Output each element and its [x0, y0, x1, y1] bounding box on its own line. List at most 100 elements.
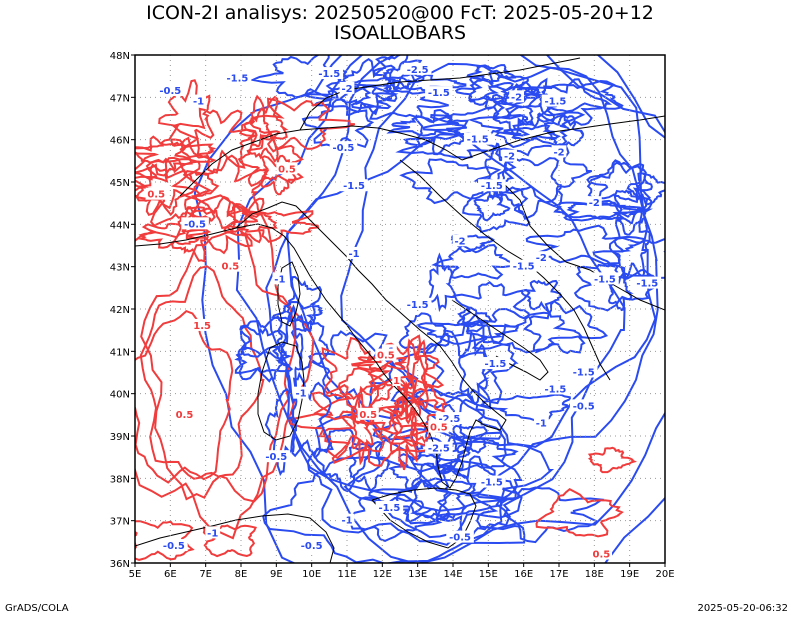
contour-label: -2	[536, 253, 547, 264]
contour-label-bg	[181, 217, 209, 230]
border-alps	[179, 125, 463, 197]
contour-label: 0.5	[359, 410, 377, 421]
tick-label-lat: 48N	[110, 51, 130, 62]
contour-label-bg	[272, 272, 288, 285]
isoallobar-contour	[414, 108, 470, 156]
contour-label: -2	[504, 152, 515, 163]
contour-label-bg	[375, 348, 397, 361]
contour-label-bg	[463, 132, 492, 145]
isoallobar-contour	[587, 446, 638, 474]
isoallobar-contour	[553, 201, 648, 222]
isoallobar-contour	[135, 135, 193, 177]
contour-label-bg	[428, 420, 450, 433]
coastline-italy	[234, 201, 507, 489]
contour-label: -1.5	[481, 181, 503, 192]
contour-label: -2	[589, 198, 600, 209]
isoallobar-contour	[235, 55, 665, 563]
isoallobar-contour	[313, 367, 418, 435]
contour-label-bg	[425, 86, 453, 99]
isoallobar-contour	[467, 104, 586, 149]
contour-label-bg	[276, 162, 298, 175]
coastline-sardinia	[257, 341, 305, 441]
isoallobar-contour	[135, 138, 217, 164]
contour-label: -2	[511, 92, 522, 103]
tick-label-lon: 18E	[585, 569, 604, 580]
contour-label: -1.5	[513, 262, 535, 273]
contour-label-bg	[481, 357, 510, 370]
contour-label-bg	[340, 179, 368, 192]
contour-label-bg	[357, 407, 379, 420]
isoallobar-contour	[182, 154, 270, 233]
contour-label: -0.5	[265, 452, 287, 463]
contour-label-bg	[205, 526, 221, 539]
tick-label-lat: 43N	[110, 263, 130, 274]
contour-label-bg	[509, 259, 538, 272]
contour-label-bg	[297, 539, 326, 552]
border-balkan	[499, 179, 665, 311]
isoallobar-contour	[592, 236, 665, 280]
contour-label-bg	[339, 81, 355, 94]
tick-label-lat: 46N	[110, 136, 130, 147]
contour-label: -1.5	[484, 359, 506, 370]
contour-label: 1.5	[193, 321, 211, 332]
isoallobar-contour	[139, 265, 265, 480]
tick-label-lat: 45N	[110, 178, 130, 189]
isoallobar-contour	[462, 177, 531, 234]
tick-label-lat: 47N	[110, 93, 130, 104]
contour-label-bg	[590, 547, 612, 560]
isoallobar-contour	[478, 393, 571, 422]
contour-label-bg	[262, 450, 291, 463]
contour-label-bg	[478, 475, 506, 488]
contour-label-bg	[452, 234, 468, 247]
tick-label-lat: 40N	[110, 390, 130, 401]
isoallobar-contour	[473, 194, 511, 222]
isoallobar-contour	[465, 64, 517, 83]
contour-label-bg	[633, 276, 662, 289]
contour-label-bg	[569, 365, 598, 378]
contour-label-bg	[586, 196, 602, 209]
isoallobar-contour	[249, 55, 349, 99]
footer-timestamp: 2025-05-20-06:32	[697, 603, 788, 614]
contour-label: -1.5	[378, 503, 400, 514]
isoallobar-contour	[423, 312, 519, 405]
contour-label-bg	[533, 416, 549, 429]
contour-label-bg	[375, 500, 404, 513]
isoallobar-contour	[237, 325, 287, 383]
tick-label-lon: 12E	[373, 569, 392, 580]
contour-label: -2	[455, 236, 466, 247]
isoallobar-contour	[343, 428, 523, 539]
contour-label-bg	[160, 539, 188, 552]
isoallobar-contour	[202, 524, 258, 558]
tick-label-lon: 15E	[479, 569, 498, 580]
contour-label-bg	[223, 71, 252, 84]
contour-label-bg	[346, 246, 362, 259]
tick-label-lon: 7E	[199, 569, 212, 580]
isoallobar-contour	[171, 107, 258, 174]
contour-layer	[135, 55, 665, 563]
contour-label: -2.5	[428, 444, 450, 455]
tick-label-lon: 5E	[129, 569, 142, 580]
isoallobar-contour	[290, 371, 332, 459]
contour-label: 0.5	[430, 423, 448, 434]
contour-label: -1.5	[573, 368, 595, 379]
contour-label-bg	[293, 386, 309, 399]
contour-label: -1	[349, 249, 360, 260]
coastline-africa	[135, 513, 335, 563]
contour-label: -1.5	[594, 274, 616, 285]
contour-label-bg	[509, 90, 524, 103]
contour-label-bg	[541, 382, 570, 395]
contour-label: 0.5	[593, 550, 611, 561]
isoallobar-contour	[135, 520, 195, 561]
contour-label: 0.5	[176, 410, 194, 421]
contour-label: -2	[553, 147, 564, 158]
tick-label-lon: 8E	[235, 569, 248, 580]
contour-label-bg	[425, 441, 453, 454]
axis-tick-labels: 5E 6E 7E 8E 9E 10E 11E 12E 13E 14E 15E 16E 17E 18E 19E…	[110, 51, 675, 580]
contour-label-bg	[156, 83, 185, 96]
contour-label: -1.5	[407, 300, 429, 311]
contour-label-layer: -1.5-0.5-1-1.5 -2.5-2 -1.5-1.5-2-1.5-2-1.5…	[145, 62, 662, 561]
isoallobar-contour	[403, 338, 429, 412]
isoallobar-contour	[290, 319, 330, 371]
contour-label-bg	[502, 149, 517, 162]
border-north	[299, 57, 581, 131]
